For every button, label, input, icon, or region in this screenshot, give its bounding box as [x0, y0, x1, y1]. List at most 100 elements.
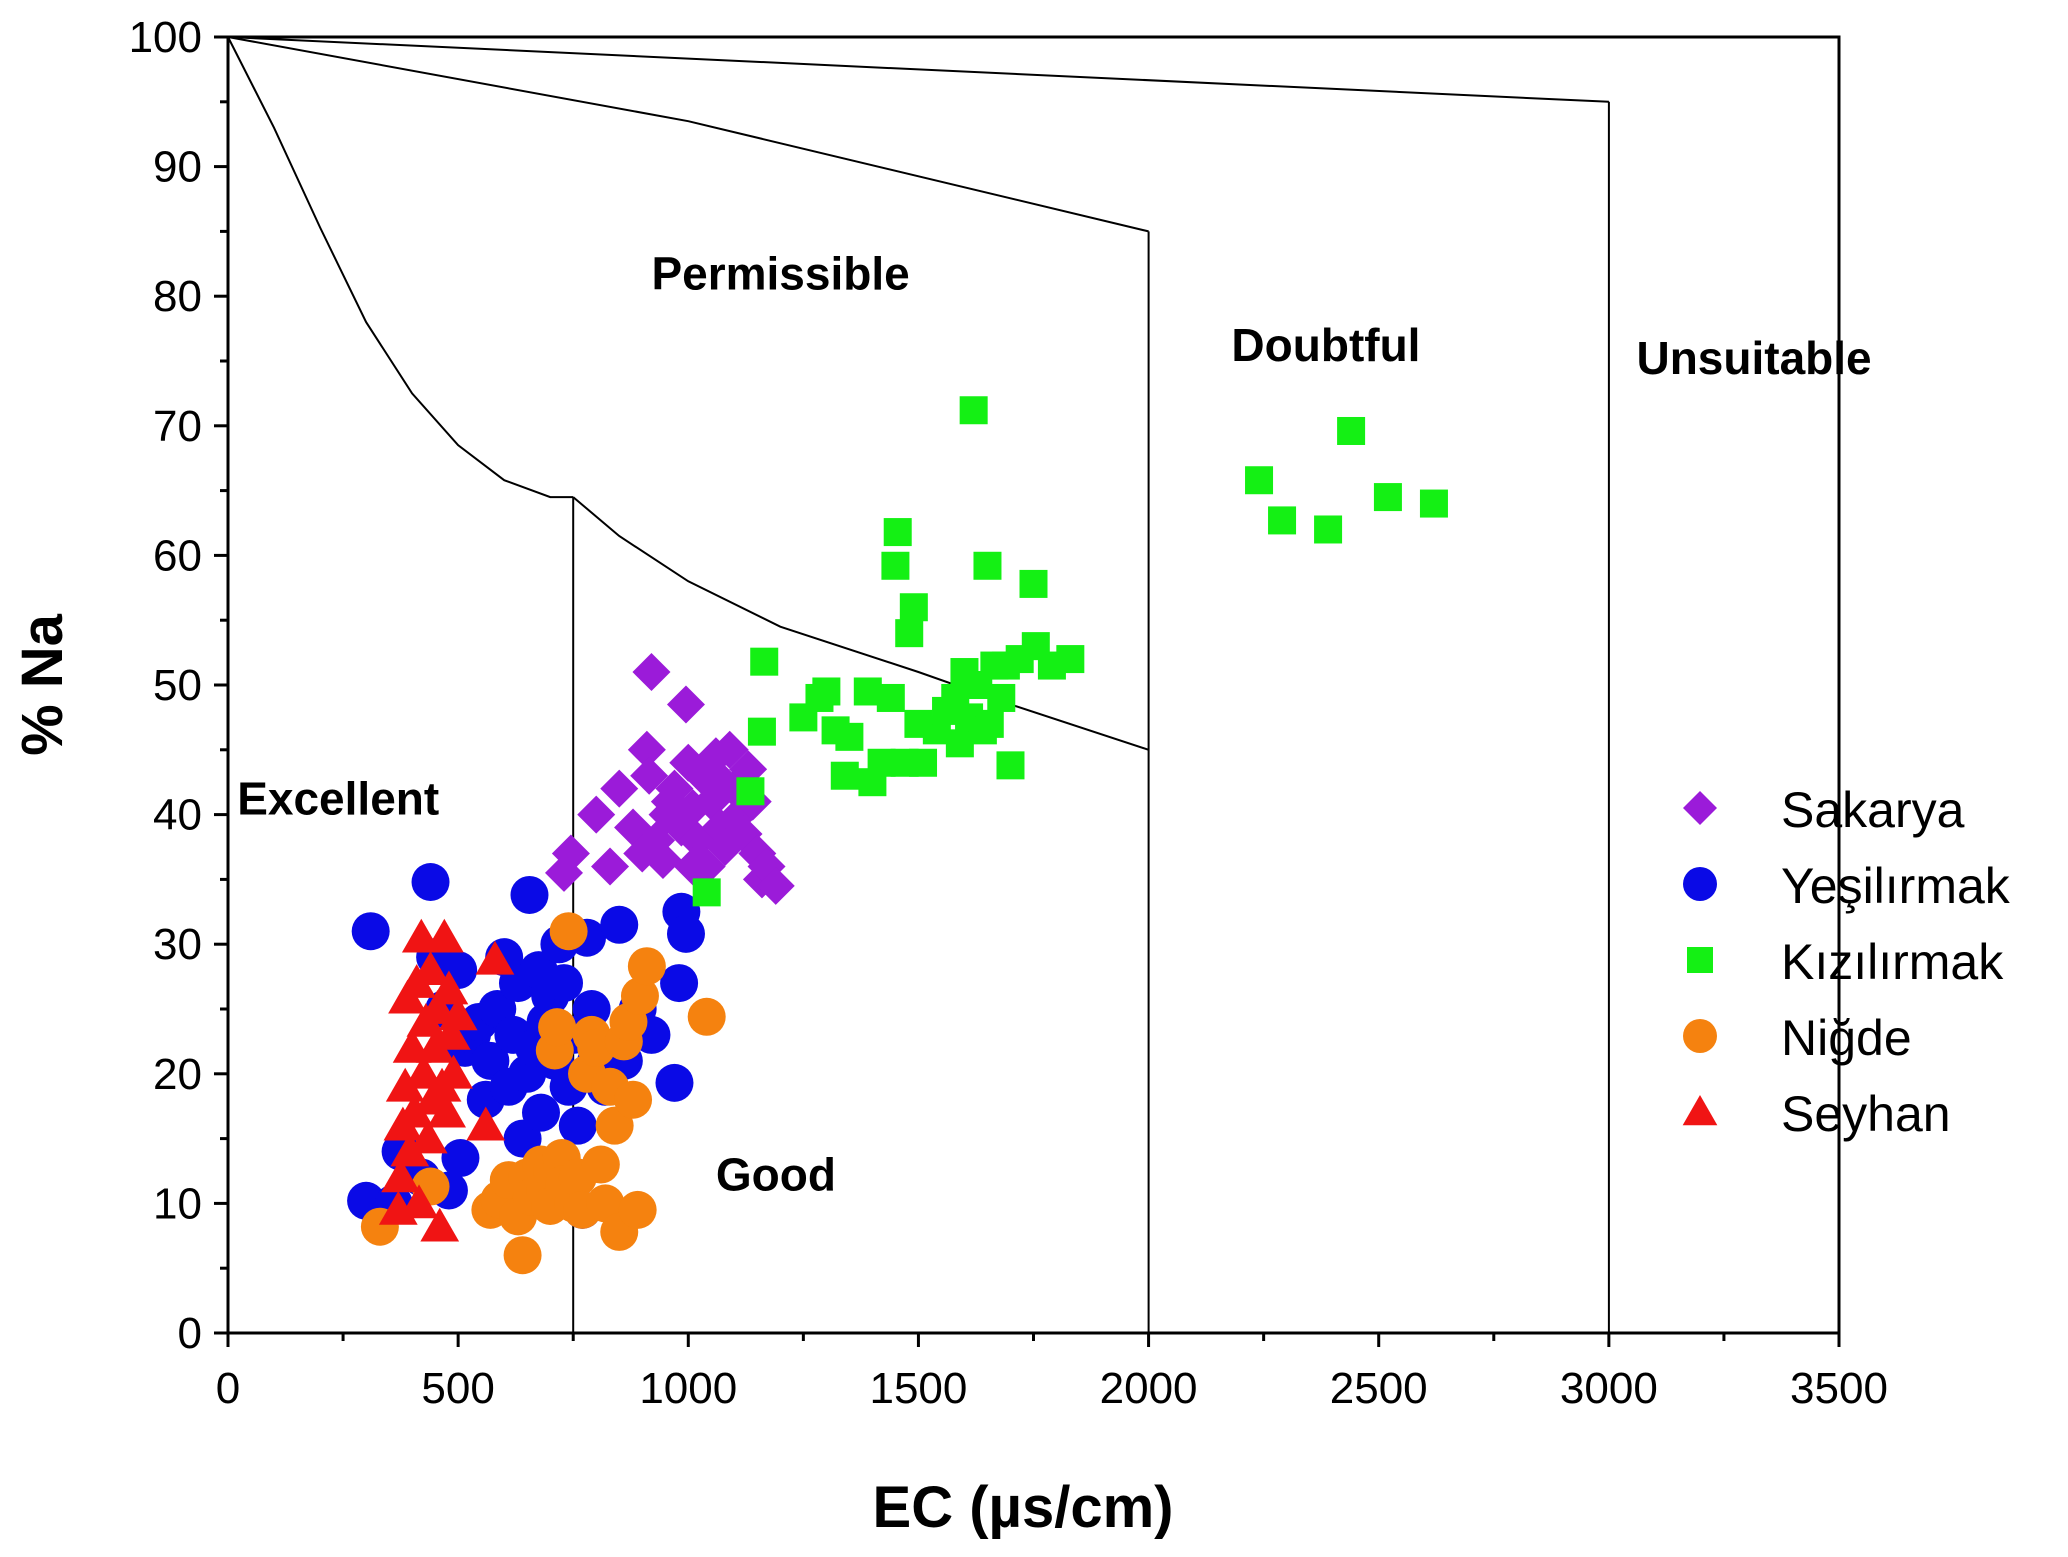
sakarya-point [577, 795, 616, 834]
ye-il-rmak-point [666, 914, 705, 953]
x-tick-label: 3000 [1560, 1364, 1658, 1413]
ye-il-rmak-point [655, 1063, 694, 1102]
k-z-l-rmak-point [1019, 569, 1048, 598]
seyhan-point [408, 1119, 448, 1154]
legend-marker-ye-il-rmak [1683, 867, 1717, 901]
legend: Sakarya Yeşilırmak Kızılırmak Niğde Seyhan [1682, 782, 2011, 1142]
y-tick-label: 40 [153, 791, 202, 840]
k-z-l-rmak-point [1056, 645, 1085, 674]
zone-label-excellent: Excellent [237, 773, 439, 825]
k-z-l-rmak-point [692, 878, 721, 907]
seyhan-point [399, 1184, 439, 1219]
y-tick-label: 80 [153, 272, 202, 321]
k-z-l-rmak-point [750, 647, 779, 676]
k-z-l-rmak-point [736, 777, 765, 806]
ni-de-point [620, 977, 659, 1016]
seyhan-point [438, 996, 478, 1031]
ni-de-point [549, 912, 588, 951]
k-z-l-rmak-point [1373, 483, 1402, 512]
y-tick-label: 50 [153, 661, 202, 710]
legend-marker-k-z-l-rmak [1687, 947, 1713, 973]
k-z-l-rmak-point [1268, 506, 1297, 535]
k-z-l-rmak-point [1419, 489, 1448, 518]
k-z-l-rmak-point [996, 751, 1025, 780]
seyhan-point [429, 970, 469, 1005]
ye-il-rmak-point [510, 875, 549, 914]
k-z-l-rmak-point [747, 717, 776, 746]
ni-de-point [581, 1145, 620, 1184]
x-tick-label: 500 [421, 1364, 494, 1413]
x-tick-label: 0 [216, 1364, 240, 1413]
k-z-l-rmak-point [909, 748, 938, 777]
legend-marker-seyhan [1682, 1095, 1718, 1126]
ni-de-point [538, 1008, 577, 1047]
sakarya-point [632, 653, 671, 692]
y-tick-label: 100 [129, 13, 202, 62]
ni-de-point [614, 1080, 653, 1119]
y-tick-label: 90 [153, 143, 202, 192]
x-tick-label: 1000 [639, 1364, 737, 1413]
k-z-l-rmak-point [830, 761, 859, 790]
sakarya-point [545, 853, 584, 892]
y-tick-label: 60 [153, 531, 202, 580]
zone-label-good: Good [716, 1148, 836, 1200]
sakarya-point [703, 763, 742, 802]
seyhan-point [475, 940, 515, 975]
seyhan-point [390, 1132, 430, 1167]
k-z-l-rmak-point [899, 593, 928, 622]
doubtful-unsuitable-line [227, 36, 1609, 103]
y-tick-label: 70 [153, 402, 202, 451]
legend-label-seyhan: Seyhan [1781, 1086, 1951, 1142]
y-tick-label: 20 [153, 1050, 202, 1099]
ni-de-point [687, 997, 726, 1036]
x-tick-label: 1500 [869, 1364, 967, 1413]
ye-il-rmak-point [660, 964, 699, 1003]
legend-label-sakarya: Sakarya [1781, 782, 1965, 838]
seyhan-point [411, 951, 450, 985]
series-sakarya [545, 653, 795, 905]
legend-label-ye-il-rmak: Yeşilırmak [1781, 858, 2011, 914]
k-z-l-rmak-point [883, 518, 912, 547]
sakarya-point [591, 847, 630, 886]
sakarya-point [627, 730, 666, 769]
seyhan-point [434, 1054, 473, 1089]
seyhan-point [385, 1067, 425, 1102]
seyhan-point [404, 1054, 444, 1089]
seyhan-point [424, 918, 464, 953]
plot-area [227, 36, 1610, 1333]
y-axis: 0 10 20 30 40 50 60 70 80 90 100 [129, 13, 228, 1358]
legend-marker-ni-de [1683, 1019, 1717, 1053]
legend-label-k-z-l-rmak: Kızılırmak [1781, 934, 2004, 990]
ni-de-point [627, 947, 666, 986]
ye-il-rmak-point [441, 1139, 480, 1178]
k-z-l-rmak-point [1314, 515, 1343, 544]
zone-label-unsuitable: Unsuitable [1636, 332, 1871, 384]
seyhan-point [427, 1093, 467, 1128]
seyhan-point [418, 990, 457, 1024]
k-z-l-rmak-point [881, 551, 910, 580]
ye-il-rmak-point [558, 1106, 597, 1145]
k-z-l-rmak-point [975, 709, 1004, 738]
x-tick-label: 2000 [1100, 1364, 1198, 1413]
permissible-doubtful-line [227, 36, 1149, 233]
y-axis-title: % Na [10, 613, 75, 756]
k-z-l-rmak-point [1337, 416, 1366, 445]
sakarya-point [666, 685, 705, 724]
ye-il-rmak-point [411, 862, 450, 901]
k-z-l-rmak-point [987, 683, 1016, 712]
seyhan-point [420, 1207, 460, 1242]
sakarya-point [630, 756, 669, 795]
x-axis-title: EC (µs/cm) [873, 1475, 1174, 1540]
k-z-l-rmak-point [812, 677, 841, 706]
zone-label-permissible: Permissible [651, 248, 909, 300]
seyhan-point [466, 1106, 506, 1141]
sakarya-point [600, 769, 639, 808]
data-points [347, 396, 1448, 1275]
legend-label-ni-de: Niğde [1781, 1010, 1912, 1066]
ni-de-point [503, 1236, 542, 1275]
x-tick-label: 2500 [1330, 1364, 1428, 1413]
ni-de-point [586, 1184, 625, 1223]
k-z-l-rmak-point [1245, 466, 1274, 495]
ni-de-point [618, 1190, 657, 1229]
